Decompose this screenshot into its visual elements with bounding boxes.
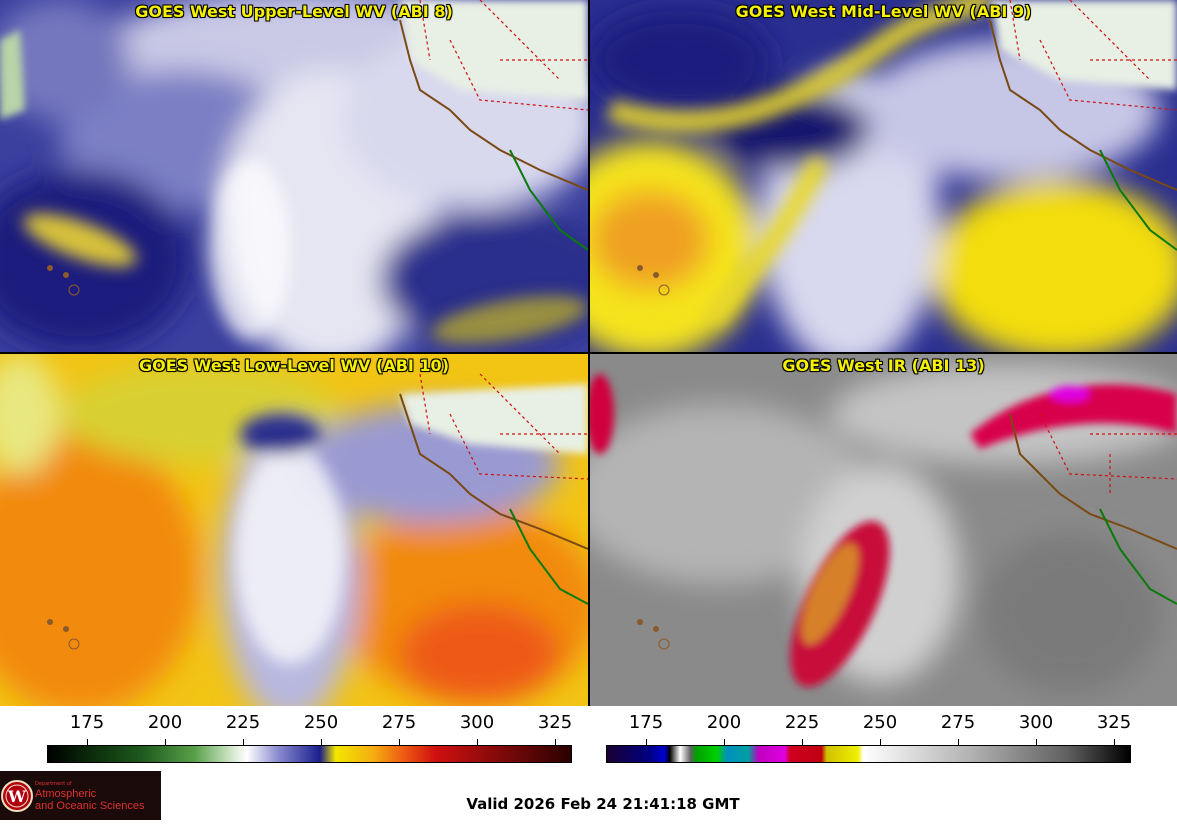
tick-mark — [1114, 739, 1115, 745]
logo-line-1: Atmospheric — [35, 788, 97, 800]
tick-mark — [477, 739, 478, 745]
colorbar-ir: 175 200 225 250 275 300 325 — [606, 712, 1131, 764]
panel-upper-level-wv: GOES West Upper-Level WV (ABI 8) — [0, 0, 588, 352]
satellite-image-mid-wv — [590, 0, 1177, 352]
tick-mark — [1036, 739, 1037, 745]
aos-logo: W Department of Atmospheric and Oceanic … — [0, 771, 161, 820]
panel-title: GOES West Upper-Level WV (ABI 8) — [135, 2, 453, 21]
satellite-image-upper-wv — [0, 0, 588, 352]
tick-mark — [321, 739, 322, 745]
uw-seal-icon: W Department of Atmospheric and Oceanic … — [1, 780, 145, 812]
panel-low-level-wv: GOES West Low-Level WV (ABI 10) — [0, 354, 588, 706]
tick-mark — [243, 739, 244, 745]
tick-label: 300 — [1018, 712, 1054, 733]
panel-title: GOES West IR (ABI 13) — [782, 356, 985, 375]
panel-title: GOES West Mid-Level WV (ABI 9) — [735, 2, 1032, 21]
tick-label: 325 — [537, 712, 573, 733]
panel-divider-horizontal — [0, 352, 1177, 354]
tick-mark — [555, 739, 556, 745]
satellite-image-low-wv — [0, 354, 588, 706]
colorbar-wv: 175 200 225 250 275 300 325 — [47, 712, 572, 764]
tick-label: 175 — [628, 712, 664, 733]
tick-label: 225 — [225, 712, 261, 733]
tick-label: 275 — [381, 712, 417, 733]
tick-mark — [399, 739, 400, 745]
tick-mark — [87, 739, 88, 745]
tick-mark — [958, 739, 959, 745]
panel-ir: GOES West IR (ABI 13) — [590, 354, 1177, 706]
colorbar-gradient-ir — [606, 745, 1131, 763]
logo-line-2: and Oceanic Sciences — [35, 800, 145, 812]
tick-label: 200 — [706, 712, 742, 733]
tick-label: 175 — [69, 712, 105, 733]
tick-label: 250 — [303, 712, 339, 733]
tick-label: 325 — [1096, 712, 1132, 733]
colorbar-gradient-wv — [47, 745, 572, 763]
tick-label: 275 — [940, 712, 976, 733]
tick-mark — [646, 739, 647, 745]
tick-label: 300 — [459, 712, 495, 733]
valid-time: Valid 2026 Feb 24 21:41:18 GMT — [466, 795, 740, 813]
satellite-image-ir — [590, 354, 1177, 706]
tick-label: 225 — [784, 712, 820, 733]
tick-mark — [802, 739, 803, 745]
panel-title: GOES West Low-Level WV (ABI 10) — [138, 356, 449, 375]
tick-mark — [724, 739, 725, 745]
logo-small-text: Department of — [35, 781, 72, 787]
tick-label: 250 — [862, 712, 898, 733]
tick-mark — [880, 739, 881, 745]
tick-label: 200 — [147, 712, 183, 733]
tick-mark — [165, 739, 166, 745]
seal-letter: W — [7, 787, 27, 806]
panel-mid-level-wv: GOES West Mid-Level WV (ABI 9) — [590, 0, 1177, 352]
